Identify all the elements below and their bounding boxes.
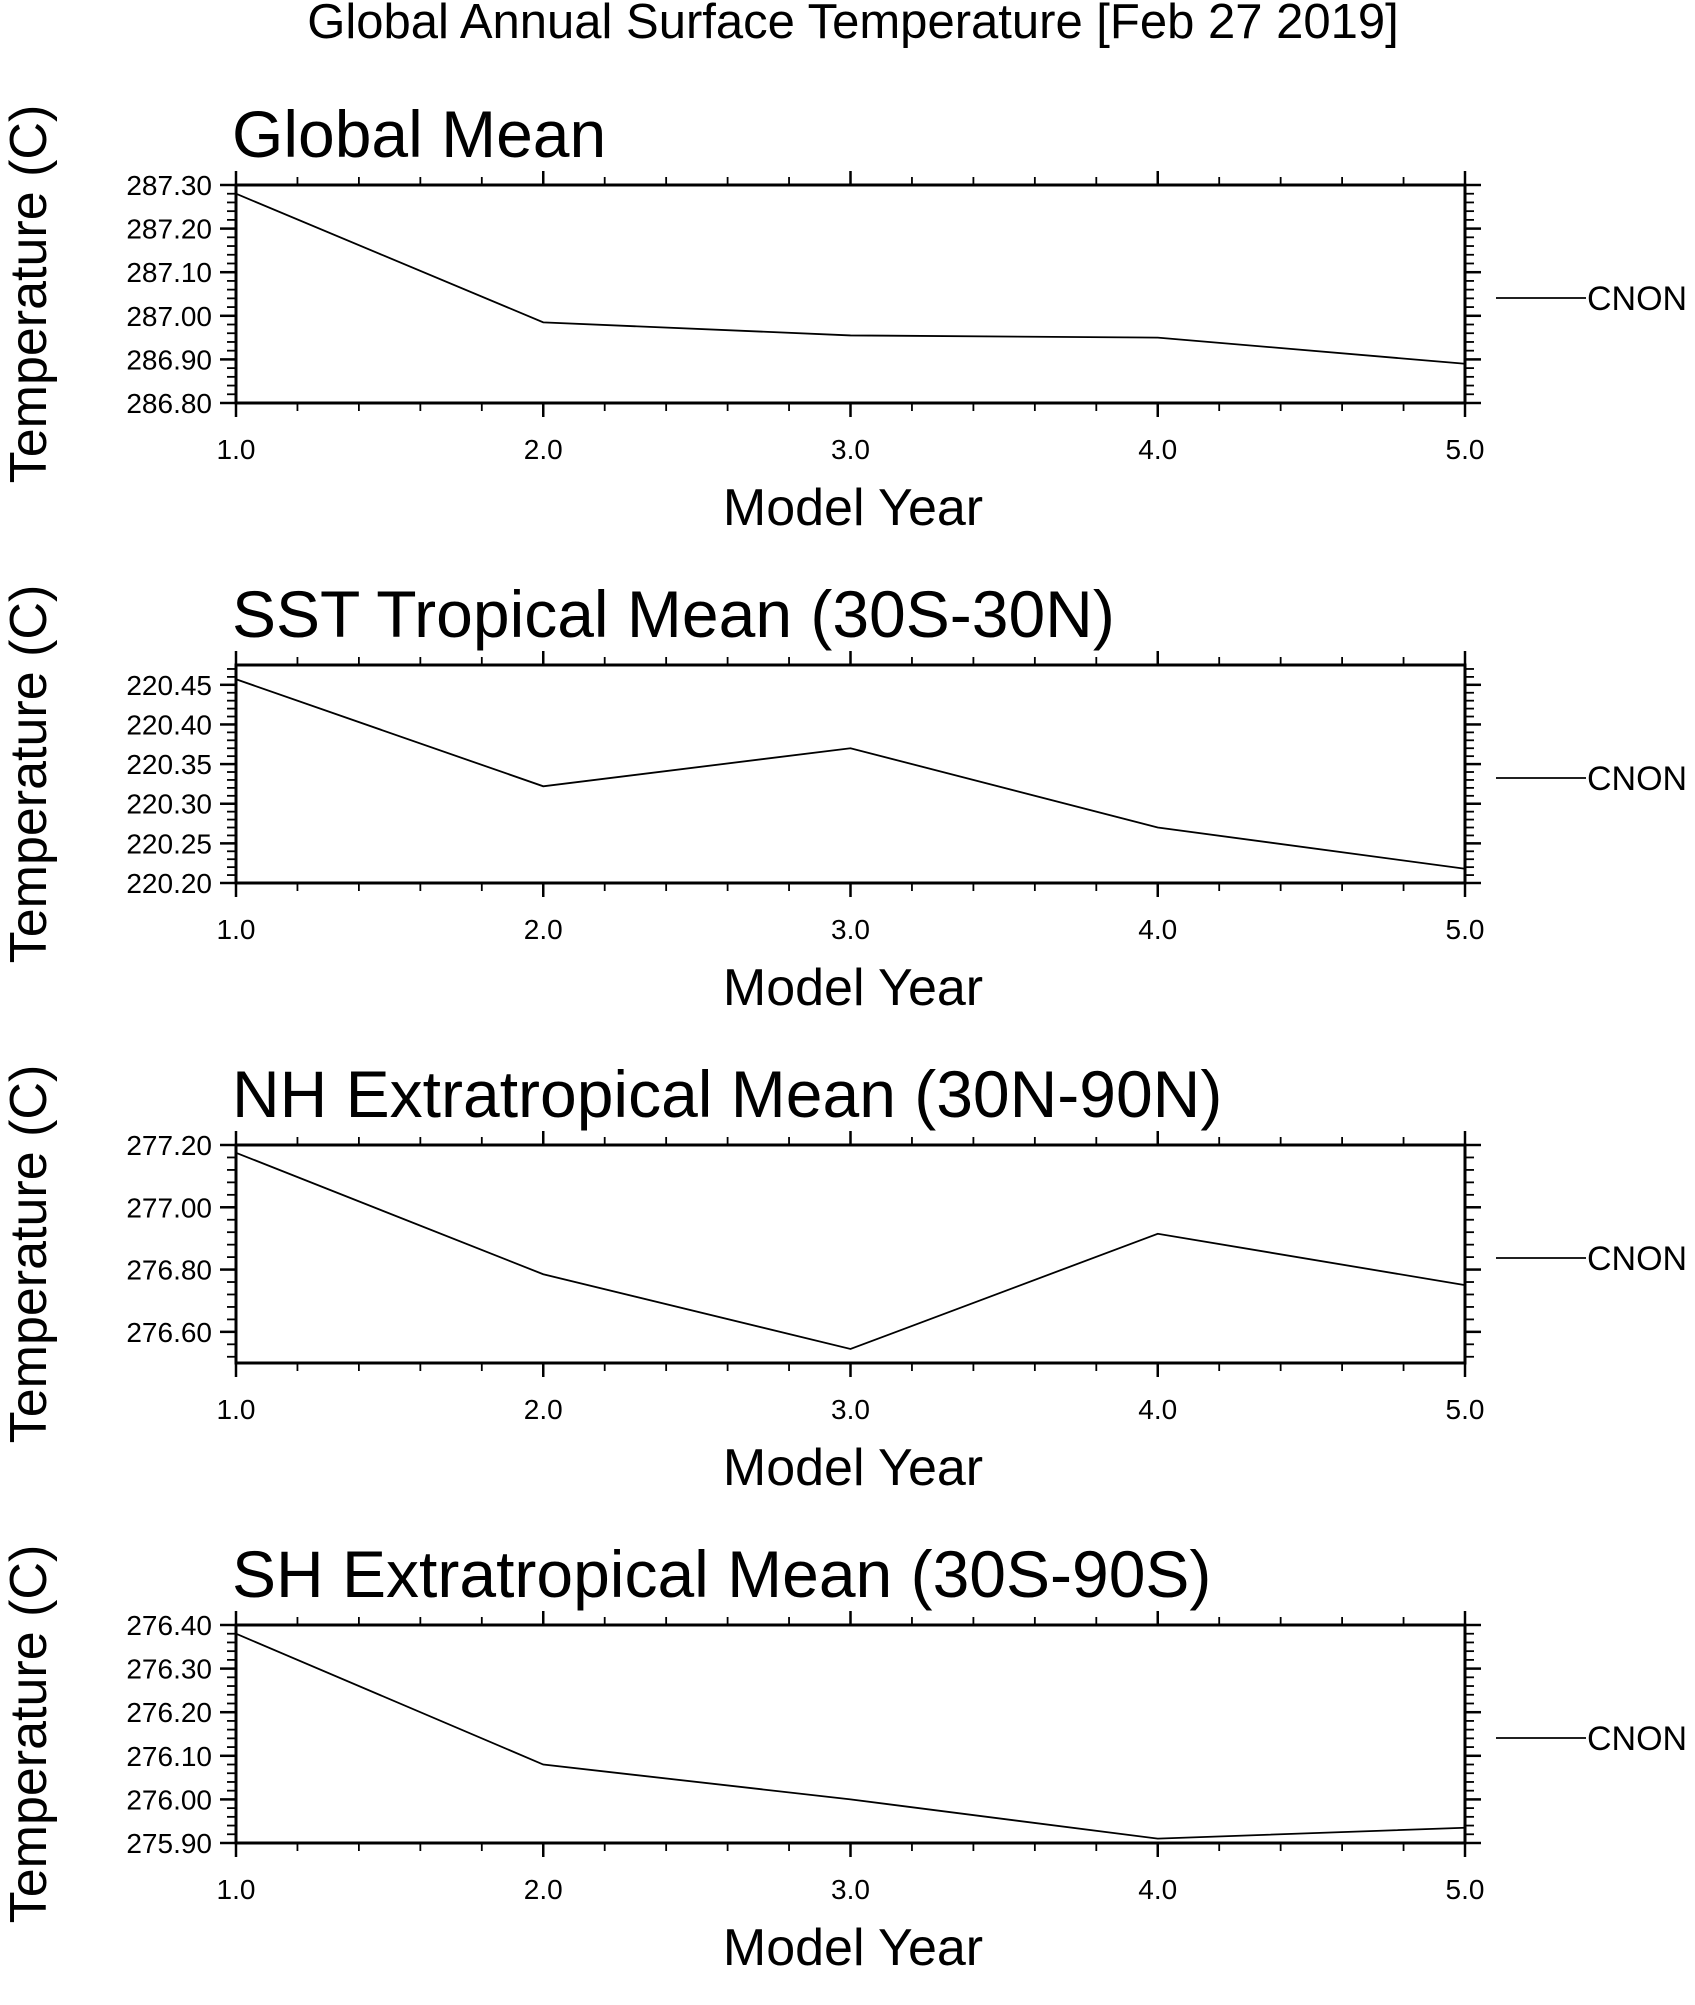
legend-label: CNON [1587, 760, 1687, 798]
x-tick-label: 2.0 [524, 434, 563, 465]
x-tick-label: 4.0 [1138, 1874, 1177, 1905]
x-tick-label: 2.0 [524, 1874, 563, 1905]
plot-frame [234, 183, 1467, 405]
legend-label: CNON [1587, 280, 1687, 318]
legend-label: CNON [1587, 1240, 1687, 1278]
y-tick-label: 220.30 [126, 789, 212, 820]
y-tick-label: 276.20 [126, 1697, 212, 1728]
panel-title: SH Extratropical Mean (30S-90S) [232, 1537, 1211, 1611]
x-tick-label: 3.0 [831, 1874, 870, 1905]
x-tick-label: 1.0 [217, 914, 256, 945]
y-tick-label: 287.30 [126, 170, 212, 201]
x-tick-label: 2.0 [524, 1394, 563, 1425]
y-tick-label: 277.20 [126, 1130, 212, 1161]
x-tick-label: 3.0 [831, 914, 870, 945]
y-tick-label: 220.40 [126, 709, 212, 740]
x-tick-label: 2.0 [524, 914, 563, 945]
x-axis-label: Model Year [723, 1439, 983, 1497]
y-tick-label: 287.10 [126, 257, 212, 288]
y-axis-label: Temperature (C) [0, 1065, 58, 1444]
series-line-cnon [235, 678, 1466, 870]
y-tick-label: 276.40 [126, 1610, 212, 1641]
x-axis-label: Model Year [723, 1919, 983, 1977]
plot-frame [234, 1623, 1467, 1845]
legend-label: CNON [1587, 1720, 1687, 1758]
x-tick-label: 4.0 [1138, 914, 1177, 945]
y-tick-label: 276.80 [126, 1255, 212, 1286]
y-axis-label: Temperature (C) [0, 105, 58, 484]
x-tick-label: 4.0 [1138, 1394, 1177, 1425]
panel-title: NH Extratropical Mean (30N-90N) [232, 1057, 1222, 1131]
y-tick-label: 220.45 [126, 670, 212, 701]
y-tick-label: 220.20 [126, 868, 212, 899]
y-tick-label: 286.90 [126, 344, 212, 375]
x-tick-label: 5.0 [1446, 914, 1485, 945]
chart-panel-1: Global Mean 1.0 2.0 3.0 4.0 5.0 287.30 287.20 28… [0, 97, 1687, 537]
x-tick-label: 1.0 [217, 1394, 256, 1425]
x-axis-label: Model Year [723, 479, 983, 537]
x-axis-label: Model Year [723, 959, 983, 1017]
figure-title: Global Annual Surface Temperature [Feb 2… [307, 0, 1398, 49]
x-tick-label: 5.0 [1446, 1394, 1485, 1425]
x-tick-label: 3.0 [831, 1394, 870, 1425]
y-axis-label: Temperature (C) [0, 1545, 58, 1924]
panel-title: Global Mean [232, 97, 606, 171]
y-tick-label: 286.80 [126, 388, 212, 419]
y-tick-label: 276.60 [126, 1317, 212, 1348]
y-tick-label: 276.10 [126, 1741, 212, 1772]
series-line-cnon [235, 1632, 1466, 1840]
x-tick-label: 3.0 [831, 434, 870, 465]
chart-panel-4: SH Extratropical Mean (30S-90S) 1.0 2.0 3.0… [0, 1537, 1687, 1977]
plot-frame [234, 663, 1467, 885]
x-tick-label: 1.0 [217, 434, 256, 465]
x-tick-label: 5.0 [1446, 434, 1485, 465]
x-tick-label: 1.0 [217, 1874, 256, 1905]
x-tick-label: 5.0 [1446, 1874, 1485, 1905]
y-tick-label: 277.00 [126, 1192, 212, 1223]
chart-panel-2: SST Tropical Mean (30S-30N) 1.0 2.0 3.0 4.0 5… [0, 577, 1687, 1017]
y-tick-label: 287.00 [126, 301, 212, 332]
y-tick-label: 276.30 [126, 1654, 212, 1685]
y-tick-label: 220.25 [126, 828, 212, 859]
y-tick-label: 276.00 [126, 1784, 212, 1815]
y-tick-label: 220.35 [126, 749, 212, 780]
y-tick-label: 275.90 [126, 1828, 212, 1859]
series-line-cnon [235, 1151, 1466, 1350]
series-line-cnon [235, 192, 1466, 365]
chart-panel-3: NH Extratropical Mean (30N-90N) 1.0 2.0 3.0… [0, 1057, 1687, 1497]
x-tick-label: 4.0 [1138, 434, 1177, 465]
y-axis-label: Temperature (C) [0, 585, 58, 964]
panel-title: SST Tropical Mean (30S-30N) [232, 577, 1115, 651]
y-tick-label: 287.20 [126, 214, 212, 245]
